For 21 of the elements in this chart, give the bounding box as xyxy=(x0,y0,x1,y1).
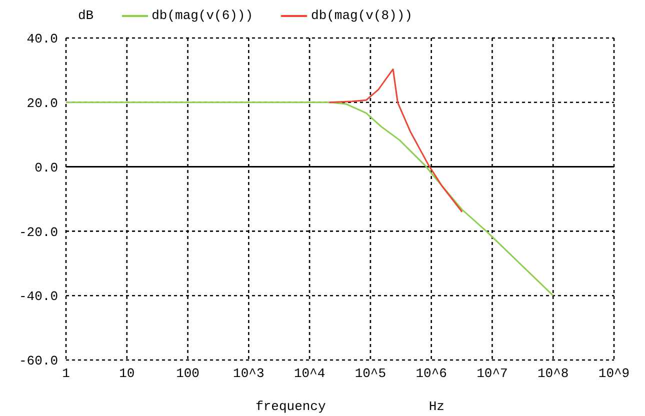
y-tick-label: 0.0 xyxy=(34,160,58,176)
legend-label: db(mag(v(8))) xyxy=(310,8,412,23)
x-axis-title: frequency xyxy=(256,399,326,414)
legend-label: db(mag(v(6))) xyxy=(150,8,254,23)
y-tick-label: 20.0 xyxy=(26,96,58,112)
y-tick-label: -20.0 xyxy=(18,224,58,240)
x-tick-label: 1 xyxy=(62,366,70,382)
x-tick-label: 10^4 xyxy=(294,366,326,382)
x-tick-label: 10^9 xyxy=(598,366,630,382)
y-tick-label: -40.0 xyxy=(18,289,58,304)
x-tick-label: 10^5 xyxy=(354,366,386,382)
y-tick-label: -60.0 xyxy=(18,354,58,369)
x-tick-label: 10^7 xyxy=(476,366,508,382)
x-tick-label: 10 xyxy=(119,366,135,382)
text: Hz xyxy=(428,399,444,414)
y-axis-title: dB xyxy=(78,8,94,23)
x-tick-label: 10^6 xyxy=(416,366,447,382)
x-tick-label: 10^3 xyxy=(233,366,264,382)
x-tick-label: 10^8 xyxy=(538,366,569,382)
y-tick-label: 40.0 xyxy=(26,32,58,47)
x-tick-label: 100 xyxy=(176,366,200,382)
